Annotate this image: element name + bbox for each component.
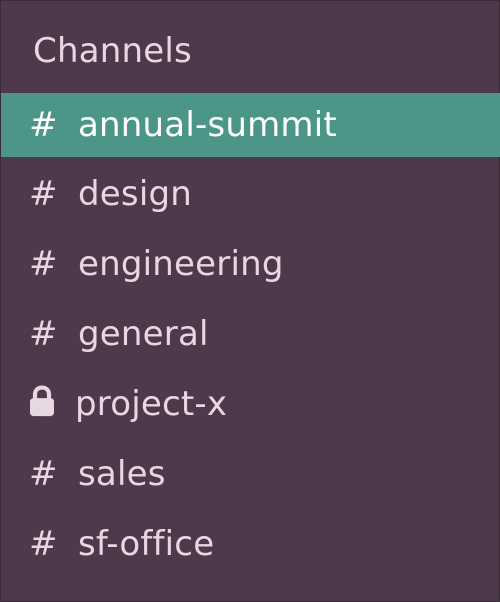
channel-label: design [78, 174, 192, 214]
channel-label: annual-summit [78, 105, 337, 145]
lock-icon [27, 385, 57, 428]
channel-label: sales [78, 454, 166, 494]
hash-icon: # [29, 105, 58, 145]
channels-section-title[interactable]: Channels [33, 31, 192, 71]
hash-icon: # [29, 314, 58, 354]
hash-icon: # [29, 174, 58, 214]
sidebar-item-sales[interactable]: # sales [1, 439, 500, 509]
sidebar-item-sf-office[interactable]: # sf-office [1, 509, 500, 579]
channel-label: engineering [78, 244, 284, 284]
sidebar-item-annual-summit[interactable]: # annual-summit [1, 93, 500, 157]
channel-label: general [78, 314, 209, 354]
sidebar-item-design[interactable]: # design [1, 159, 500, 229]
sidebar-item-project-x[interactable]: project-x [1, 369, 500, 439]
sidebar-item-engineering[interactable]: # engineering [1, 229, 500, 299]
channel-list: # annual-summit # design # engineering #… [1, 93, 500, 579]
sidebar-item-general[interactable]: # general [1, 299, 500, 369]
channel-label: project-x [75, 384, 228, 424]
hash-icon: # [29, 454, 58, 494]
channel-label: sf-office [78, 524, 215, 564]
hash-icon: # [29, 524, 58, 564]
hash-icon: # [29, 244, 58, 284]
